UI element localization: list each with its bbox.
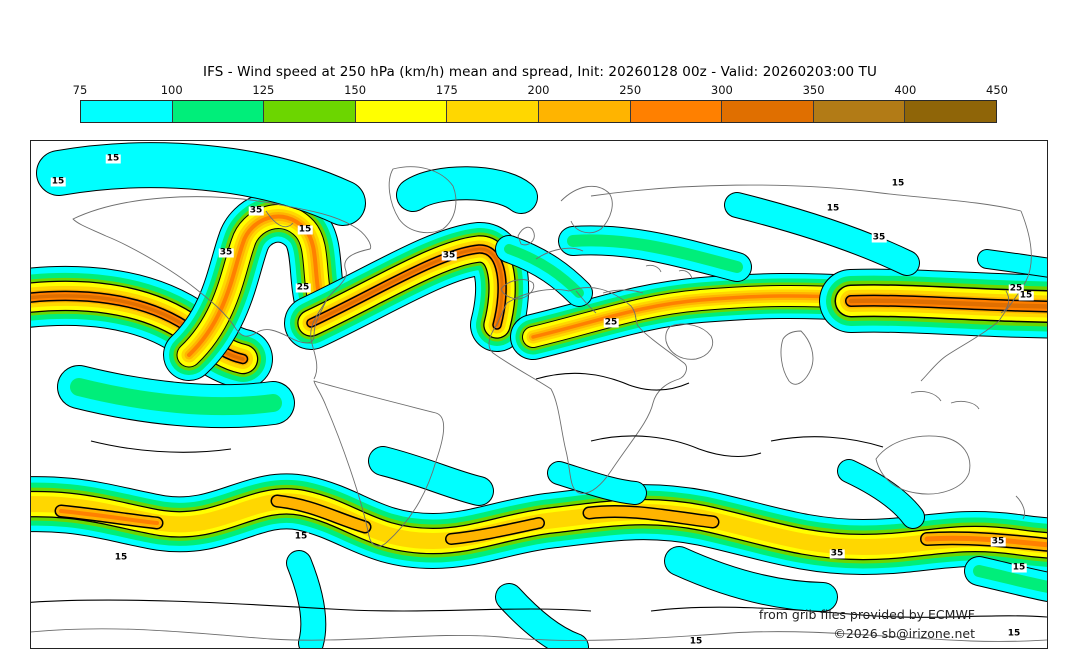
attribution-copyright: ©2026 sb@irizone.net (833, 626, 975, 641)
colorbar-segment (81, 101, 172, 122)
contour-label: 15 (1006, 628, 1022, 639)
colorbar-segment (537, 101, 630, 122)
contour-label: 15 (105, 153, 121, 164)
colorbar-tick: 200 (527, 83, 550, 97)
contour-label: 15 (825, 203, 841, 214)
colorbar-tick: 300 (710, 83, 733, 97)
contour-label: 15 (1018, 290, 1034, 301)
chart-title: IFS - Wind speed at 250 hPa (km/h) mean … (203, 64, 877, 80)
contour-label: 15 (1011, 562, 1027, 573)
contour-label: 35 (248, 205, 264, 216)
contour-label: 35 (218, 247, 234, 258)
colorbar-segment (446, 101, 538, 122)
contour-label: 35 (871, 232, 887, 243)
contour-label: 25 (1008, 283, 1024, 294)
colorbar-segment (721, 101, 813, 122)
contour-label: 25 (295, 282, 311, 293)
colorbar-segment (812, 101, 905, 122)
colorbar-segment (171, 101, 264, 122)
colorbar-tick: 400 (894, 83, 917, 97)
colorbar-tick: 75 (72, 83, 88, 97)
colorbar-segment (629, 101, 722, 122)
colorbar-tick: 450 (986, 83, 1008, 97)
colorbar-segment (263, 101, 355, 122)
colorbar-tick: 250 (619, 83, 642, 97)
contour-label: 35 (829, 548, 845, 559)
colorbar-bar (80, 100, 997, 123)
colorbar-tick: 125 (252, 83, 275, 97)
colorbar-ticks: 75 100 125 150 175 200 250 300 350 400 4… (73, 83, 1008, 98)
contour-label: 35 (441, 250, 457, 261)
world-map-svg (31, 142, 1047, 648)
contour-label: 15 (113, 552, 129, 563)
colorbar-tick: 150 (344, 83, 367, 97)
colorbar-tick: 175 (435, 83, 458, 97)
contour-label: 35 (990, 536, 1006, 547)
contour-label: 15 (293, 531, 309, 542)
colorbar-tick: 350 (802, 83, 825, 97)
contour-label: 15 (890, 178, 906, 189)
contour-label: 15 (50, 176, 66, 187)
map-area: 15 15 35 15 35 35 25 25 15 15 35 25 15 35 35 15 15 15 15 15… (30, 140, 1048, 649)
contour-label: 25 (603, 317, 619, 328)
contour-label: 15 (297, 224, 313, 235)
colorbar-tick: 100 (160, 83, 183, 97)
attribution: from grib files provided by ECMWF ©2026 … (759, 605, 975, 643)
contour-label: 15 (688, 636, 704, 647)
attribution-source: from grib files provided by ECMWF (758, 607, 975, 622)
colorbar-segment (354, 101, 447, 122)
colorbar-segment (904, 101, 996, 122)
colorbar: 75 100 125 150 175 200 250 300 350 400 4… (73, 83, 1008, 125)
